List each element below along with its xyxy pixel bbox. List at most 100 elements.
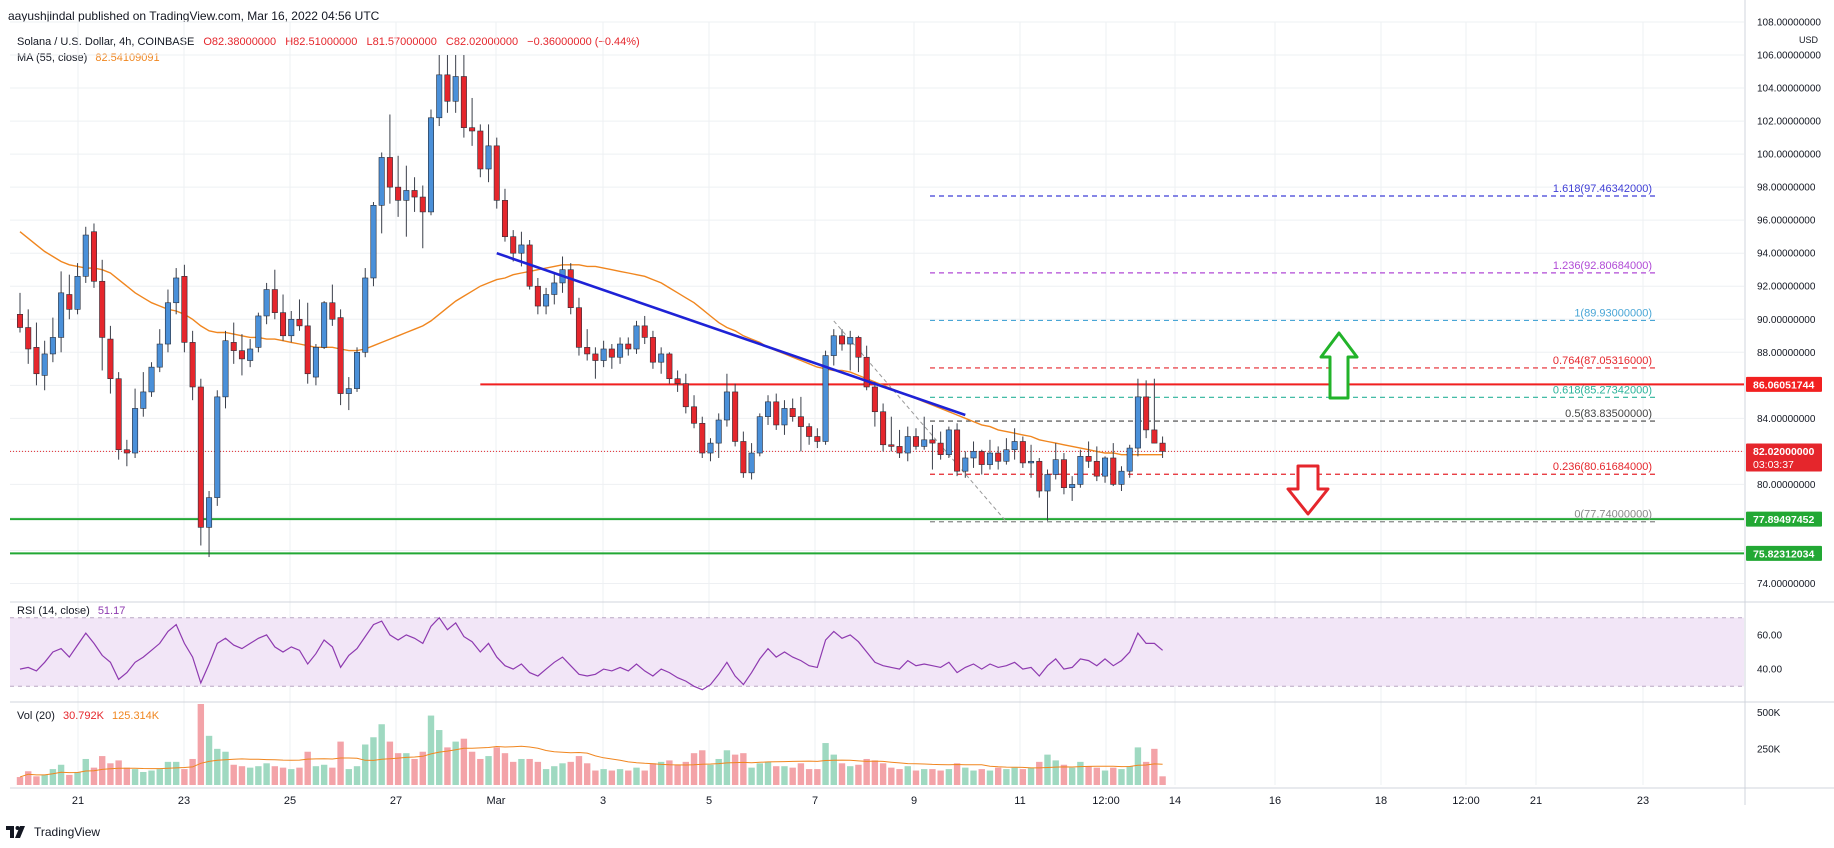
volume-bar [41, 774, 48, 785]
volume-bars [16, 704, 1166, 785]
trend-line [496, 251, 966, 417]
up-arrow-icon [1319, 331, 1359, 400]
price-axis-label-bg [1746, 443, 1822, 472]
vol-ma-value: 125.314K [112, 710, 160, 722]
volume-bar [345, 769, 352, 785]
candle-body [962, 457, 969, 472]
price-tick-label: 90.00000000 [1757, 315, 1816, 326]
volume-bar [921, 769, 928, 785]
volume-bar [583, 763, 591, 785]
rsi-tick-label: 60.00 [1757, 630, 1782, 641]
candle-body [830, 335, 837, 356]
candle-body [945, 429, 952, 455]
candle [33, 322, 40, 386]
candle [197, 378, 204, 546]
time-tick-label: 21 [1530, 795, 1542, 807]
candle [280, 294, 287, 341]
volume-bar [682, 761, 690, 785]
volume-bar [937, 770, 944, 785]
candle [1060, 453, 1067, 495]
candle-body [584, 347, 591, 355]
volume-bar [501, 753, 509, 785]
candle [181, 264, 188, 353]
candle [288, 311, 295, 343]
volume-bar [888, 767, 895, 785]
volume-bar [123, 767, 131, 785]
candle-body [1036, 460, 1043, 492]
price-axis-label-text: 75.82312034 [1753, 548, 1814, 560]
volume-bar [329, 767, 336, 785]
candle-body [140, 391, 147, 409]
ohlc-change: −0.36000000 (−0.44%) [527, 36, 640, 48]
candle-body [477, 130, 484, 170]
volume-bar [723, 750, 731, 785]
volume-bar [477, 758, 484, 785]
fib-level-label: 0(77.74000000) [1574, 509, 1652, 521]
time-tick-label: 21 [72, 795, 84, 807]
vol-legend[interactable]: Vol (20) 30.792K 125.314K [17, 710, 159, 722]
candle [1143, 380, 1150, 439]
volume-bar [255, 766, 262, 785]
volume-bar [140, 771, 147, 785]
volume-bar [559, 763, 566, 785]
symbol-legend[interactable]: Solana / U.S. Dollar, 4h, COINBASE O82.3… [17, 36, 640, 48]
time-tick-label: 27 [390, 795, 402, 807]
tradingview-logo-icon [6, 826, 25, 838]
volume-bar [781, 766, 788, 785]
candle [814, 428, 821, 449]
price-axis-label-bg [1746, 511, 1822, 527]
candle-body [1019, 441, 1026, 464]
candle-body [1085, 456, 1092, 462]
candle [214, 390, 221, 506]
candle [863, 345, 870, 391]
volume-bar [1052, 760, 1059, 785]
fib-level-label: 0.618(85.27342000) [1553, 384, 1652, 396]
candle [123, 439, 130, 467]
candle-body [222, 340, 229, 398]
candle [691, 395, 698, 429]
candle-body [551, 282, 558, 295]
candle-body [921, 439, 928, 447]
candle [880, 403, 887, 452]
volume-bar [1077, 761, 1084, 785]
candle [1077, 449, 1084, 488]
candle [789, 398, 796, 422]
candle [797, 396, 804, 452]
candle-body [1126, 447, 1133, 472]
volume-bar [271, 766, 279, 785]
volume-bar [945, 769, 953, 785]
time-tick-label: 14 [1169, 795, 1181, 807]
candle-body [493, 145, 500, 201]
candle [534, 277, 541, 315]
candle-body [715, 419, 722, 444]
candle [1028, 444, 1035, 478]
candle-body [929, 439, 936, 444]
volume-bar [1126, 766, 1133, 785]
tradingview-branding[interactable]: TradingView [6, 825, 100, 839]
candle [321, 301, 328, 349]
candle [140, 372, 147, 417]
volume-bar [1134, 747, 1142, 785]
candle-body [395, 186, 402, 201]
candle-body [970, 451, 977, 459]
candle-body [460, 76, 467, 128]
candle [1159, 436, 1166, 458]
volume-bar [674, 764, 681, 785]
volume-bar [896, 769, 903, 785]
candle [74, 263, 81, 315]
candle-body [896, 446, 903, 454]
volume-bar [312, 766, 320, 785]
price-axis-label-bg [1746, 376, 1822, 392]
candle-body [978, 451, 985, 465]
candle-body [649, 337, 656, 363]
candle-body [362, 277, 369, 353]
time-tick-label: 18 [1375, 795, 1387, 807]
volume-bar [304, 751, 311, 785]
volume-bar [33, 776, 40, 785]
fib-level-label: 0.236(80.61684000) [1553, 461, 1652, 473]
rsi-legend[interactable]: RSI (14, close) 51.17 [17, 605, 125, 617]
candle-body [1151, 429, 1158, 444]
candle-body [74, 276, 81, 310]
candle-body [912, 436, 919, 447]
